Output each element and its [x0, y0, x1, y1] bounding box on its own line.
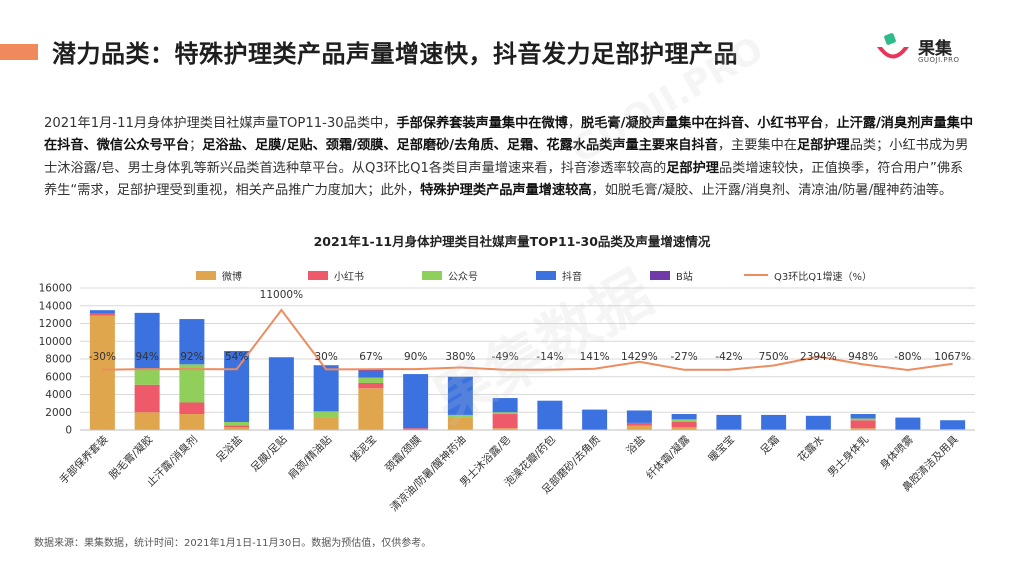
growth-data-label: 30% — [314, 351, 337, 363]
x-tick-label: 手部保养套装 — [57, 433, 111, 487]
growth-data-label: -42% — [715, 351, 742, 363]
bar-segment — [582, 410, 607, 430]
x-tick-label: 花露水 — [795, 433, 827, 465]
bar-segment — [403, 374, 428, 428]
x-tick-label: 男士身体乳 — [825, 433, 872, 480]
growth-data-label: -14% — [536, 351, 563, 363]
bar-segment — [358, 370, 383, 371]
y-tick-label: 14000 — [39, 300, 72, 312]
bar-segment — [895, 418, 920, 430]
bar-segment — [627, 410, 652, 422]
bar-segment — [716, 415, 741, 430]
bar-segment — [90, 314, 115, 316]
growth-data-label: 750% — [759, 351, 789, 363]
bar-segment — [135, 370, 160, 385]
bar-segment — [224, 422, 249, 426]
growth-data-label: 90% — [404, 351, 427, 363]
growth-data-label: 948% — [848, 351, 878, 363]
bar-segment — [179, 402, 204, 414]
x-tick-label: 清凉油/防暑/醒神药油 — [387, 433, 468, 514]
bar-segment — [224, 426, 249, 428]
y-tick-label: 12000 — [39, 318, 72, 330]
x-tick-label: 足膜/足贴 — [248, 433, 290, 475]
x-tick-label: 暖宝宝 — [706, 433, 737, 464]
bar-segment — [358, 371, 383, 377]
bar-segment — [940, 420, 965, 429]
bar-segment — [672, 422, 697, 427]
bar-segment — [627, 426, 652, 430]
x-tick-label: 足浴盐 — [213, 433, 244, 464]
bar-segment — [448, 418, 473, 430]
bar-segment — [627, 423, 652, 426]
growth-data-label: 1067% — [934, 351, 971, 363]
growth-data-label: 67% — [359, 351, 382, 363]
bar-segment — [851, 420, 876, 428]
growth-data-label: 2394% — [800, 351, 837, 363]
x-tick-label: 身体喷雾 — [877, 433, 916, 472]
y-tick-label: 4000 — [45, 389, 72, 401]
x-tick-label: 纤体霜/凝露 — [643, 433, 692, 482]
bar-segment — [358, 378, 383, 383]
bar-segment — [314, 365, 339, 411]
x-tick-label: 肩颈/精油贴 — [285, 433, 334, 482]
growth-data-label: 1429% — [621, 351, 658, 363]
growth-data-label: -80% — [894, 351, 921, 363]
bar-segment — [135, 385, 160, 413]
growth-data-label: -49% — [492, 351, 519, 363]
bar-segment — [761, 415, 786, 430]
growth-data-label: 94% — [135, 351, 158, 363]
bar-segment — [672, 414, 697, 419]
bar-segment — [493, 414, 518, 428]
bar-segment — [314, 411, 339, 417]
bar-segment — [269, 357, 294, 430]
bar-segment — [493, 398, 518, 412]
bar-segment — [90, 310, 115, 314]
bar-segment — [179, 414, 204, 430]
growth-data-label: 11000% — [260, 289, 303, 301]
growth-data-label: -27% — [671, 351, 698, 363]
bar-segment — [448, 415, 473, 418]
bar-segment — [537, 401, 562, 429]
bar-segment — [806, 416, 831, 430]
bar-segment — [851, 418, 876, 420]
growth-data-label: 380% — [445, 351, 475, 363]
x-tick-label: 足霜 — [758, 434, 781, 457]
y-tick-label: 2000 — [45, 407, 72, 419]
growth-data-label: 141% — [580, 351, 610, 363]
data-source-note: 数据来源：果集数据，统计时间：2021年1月1日-11月30日。数据为预估值，仅… — [34, 534, 431, 549]
growth-data-label: 54% — [225, 351, 248, 363]
y-tick-label: 0 — [65, 425, 72, 437]
x-tick-label: 颈霜/颈膜 — [383, 433, 424, 474]
bar-segment — [90, 316, 115, 430]
x-tick-label: 搓泥宝 — [348, 433, 379, 464]
bar-segment — [851, 414, 876, 418]
y-tick-label: 16000 — [39, 283, 72, 295]
y-tick-label: 8000 — [45, 354, 72, 366]
bar-segment — [448, 377, 473, 415]
y-tick-label: 10000 — [39, 336, 72, 348]
bar-segment — [493, 412, 518, 414]
growth-data-label: -30% — [89, 351, 116, 363]
growth-data-label: 92% — [180, 351, 203, 363]
bar-segment — [672, 419, 697, 422]
bar-segment — [358, 383, 383, 388]
bar-segment — [358, 388, 383, 430]
x-tick-label: 浴盐 — [623, 433, 647, 457]
bar-segment — [135, 412, 160, 430]
bar-segment — [314, 418, 339, 430]
x-tick-label: 脱毛膏/凝胶 — [106, 433, 155, 482]
y-tick-label: 6000 — [45, 371, 72, 383]
